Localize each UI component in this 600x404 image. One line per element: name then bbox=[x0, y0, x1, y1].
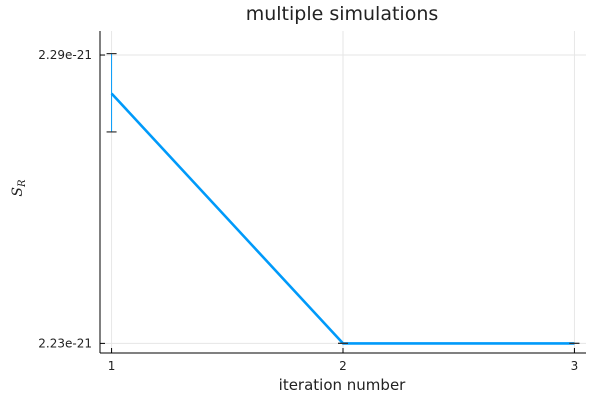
y-tick-label-2: 2.23e-21 bbox=[38, 336, 92, 350]
x-axis-label: iteration number bbox=[279, 376, 407, 394]
x-tick-label-1: 1 bbox=[108, 359, 116, 373]
error-bar-1 bbox=[106, 52, 117, 133]
y-tick-label-1: 2.29e-21 bbox=[38, 48, 92, 62]
ticks: 1 2 3 2.29e-21 2.23e-21 bbox=[38, 48, 578, 373]
y-axis-label: SR bbox=[10, 179, 28, 197]
marks bbox=[106, 52, 580, 345]
chart-title: multiple simulations bbox=[246, 3, 439, 25]
x-tick-label-3: 3 bbox=[571, 359, 579, 373]
y-axis-label-main: S bbox=[10, 187, 26, 197]
x-tick-label-2: 2 bbox=[339, 359, 347, 373]
grid bbox=[100, 31, 586, 353]
y-axis-label-sub: R bbox=[17, 179, 28, 188]
